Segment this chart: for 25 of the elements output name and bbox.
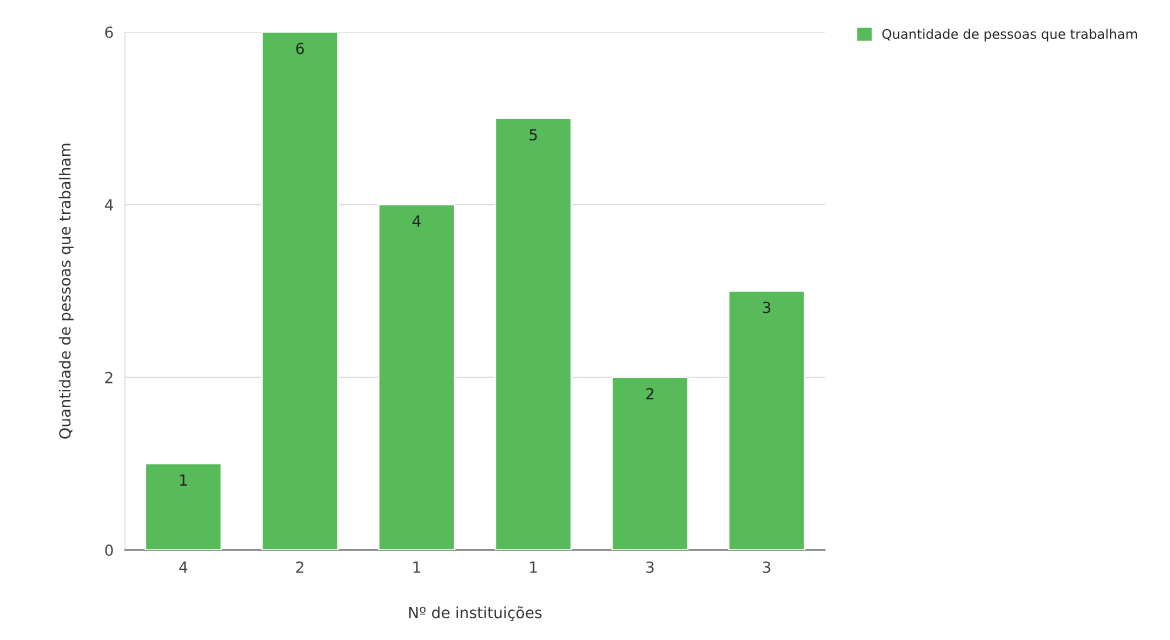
bar [378,203,456,550]
y-tick-label: 6 [105,26,113,39]
x-tick-label: 4 [179,561,188,573]
data-label: 1 [180,474,187,486]
bar [728,290,806,550]
bar [144,462,222,550]
x-tick-label: 3 [762,561,771,573]
data-label: 4 [412,215,421,227]
x-tick-label: 1 [530,561,537,573]
bar [494,117,572,550]
bar [261,32,339,550]
bar [611,376,689,550]
data-label: 6 [296,42,304,55]
y-tick-label: 4 [104,199,114,211]
y-tick-label: 0 [105,544,113,557]
y-axis-title: Quantidade de pessoas que trabalham [58,143,74,439]
x-axis-title: Nº de instituições [409,606,542,622]
x-tick-label: 2 [296,561,304,573]
data-label: 5 [529,129,537,141]
y-tick-label: 2 [105,371,113,384]
data-label: 3 [762,301,771,314]
x-tick-label: 1 [413,561,421,573]
legend-label: Quantidade de pessoas que trabalham [882,28,1137,42]
x-tick-label: 3 [646,561,654,573]
data-label: 2 [646,387,654,400]
